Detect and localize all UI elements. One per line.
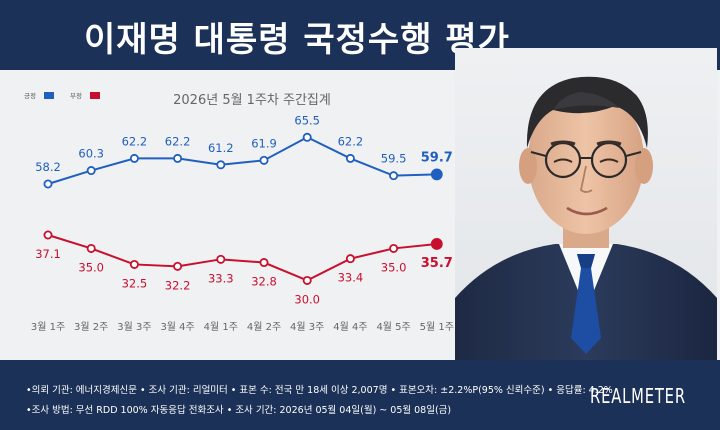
- data-point-approve: [345, 153, 355, 163]
- chart-title: 2026년 5월 1주차 주간집계: [173, 93, 331, 108]
- data-point-disapprove: [86, 243, 96, 253]
- data-label-disapprove: 30.0: [294, 292, 320, 306]
- data-point-disapprove: [430, 238, 443, 250]
- data-point-disapprove: [129, 259, 139, 269]
- data-point-approve: [389, 171, 399, 181]
- data-label-disapprove: 32.5: [122, 276, 148, 290]
- series-line-approve: [47, 136, 437, 185]
- data-point-disapprove: [345, 254, 355, 264]
- data-label-approve: 62.2: [338, 134, 364, 148]
- data-point-approve: [216, 160, 226, 170]
- x-tick-label: 4월 1주: [204, 321, 238, 333]
- data-label-disapprove: 32.2: [165, 278, 191, 292]
- data-label-disapprove: 35.7: [421, 256, 453, 271]
- data-label-disapprove: 32.8: [251, 275, 277, 289]
- data-label-approve: 61.2: [208, 141, 234, 155]
- data-label-approve: 60.3: [78, 147, 104, 161]
- president-portrait: [455, 48, 717, 360]
- page-title: 이재명 대통령 국정수행 평가: [84, 20, 510, 60]
- legend-label-disapprove: 부정: [70, 91, 82, 100]
- series-line-disapprove: [47, 234, 437, 282]
- data-point-approve: [173, 153, 183, 163]
- x-tick-label: 4월 4주: [333, 321, 367, 333]
- legend-swatch-disapprove: [90, 92, 100, 99]
- realmeter-logo: REALMETER: [590, 384, 686, 408]
- data-label-approve: 62.2: [122, 134, 148, 148]
- legend-swatch-approve: [44, 92, 54, 99]
- data-label-disapprove: 33.3: [208, 271, 234, 285]
- data-point-approve: [302, 132, 312, 142]
- data-point-disapprove: [216, 254, 226, 264]
- data-point-disapprove: [173, 261, 183, 271]
- data-label-approve: 61.9: [251, 136, 277, 150]
- data-label-approve: 59.7: [421, 150, 453, 165]
- legend-label-approve: 긍정: [24, 91, 36, 100]
- x-tick-label: 4월 2주: [247, 321, 281, 333]
- title-bar: 이재명 대통령 국정수행 평가: [0, 0, 720, 70]
- data-point-disapprove: [302, 275, 312, 285]
- x-tick-label: 3월 2주: [74, 321, 108, 333]
- x-tick-label: 3월 4주: [160, 321, 194, 333]
- data-point-disapprove: [259, 258, 269, 268]
- data-label-approve: 59.5: [381, 152, 407, 166]
- x-tick-label: 5월 1주: [420, 321, 454, 333]
- data-label-disapprove: 35.0: [381, 260, 407, 274]
- approval-line-chart: 2026년 5월 1주차 주간집계 긍정 부정 3월 1주 3월 2주 3월 3주 3월 4…: [24, 91, 454, 333]
- survey-note-2: •조사 방법: 무선 RDD 100% 자동응답 전화조사 • 조사 기간: 2…: [26, 405, 452, 416]
- data-point-disapprove: [43, 230, 53, 240]
- data-label-approve: 65.5: [294, 113, 320, 127]
- x-tick-label: 3월 3주: [117, 321, 151, 333]
- data-point-approve: [259, 155, 269, 165]
- data-point-approve: [86, 166, 96, 176]
- survey-note-1: •의뢰 기관: 에너지경제신문 • 조사 기관: 리얼미터 • 표본 수: 전국…: [26, 385, 613, 396]
- survey-footer: •의뢰 기관: 에너지경제신문 • 조사 기관: 리얼미터 • 표본 수: 전국…: [0, 360, 720, 430]
- x-tick-label: 4월 3주: [290, 321, 324, 333]
- data-point-disapprove: [389, 243, 399, 253]
- x-tick-label: 4월 5주: [376, 321, 410, 333]
- data-label-approve: 62.2: [165, 134, 191, 148]
- data-label-disapprove: 33.4: [338, 271, 364, 285]
- x-tick-label: 3월 1주: [31, 321, 65, 333]
- data-label-disapprove: 35.0: [78, 260, 104, 274]
- data-point-approve: [43, 179, 53, 189]
- data-label-disapprove: 37.1: [35, 247, 61, 261]
- data-point-approve: [430, 168, 443, 181]
- data-label-approve: 58.2: [35, 160, 61, 174]
- data-point-approve: [129, 153, 139, 163]
